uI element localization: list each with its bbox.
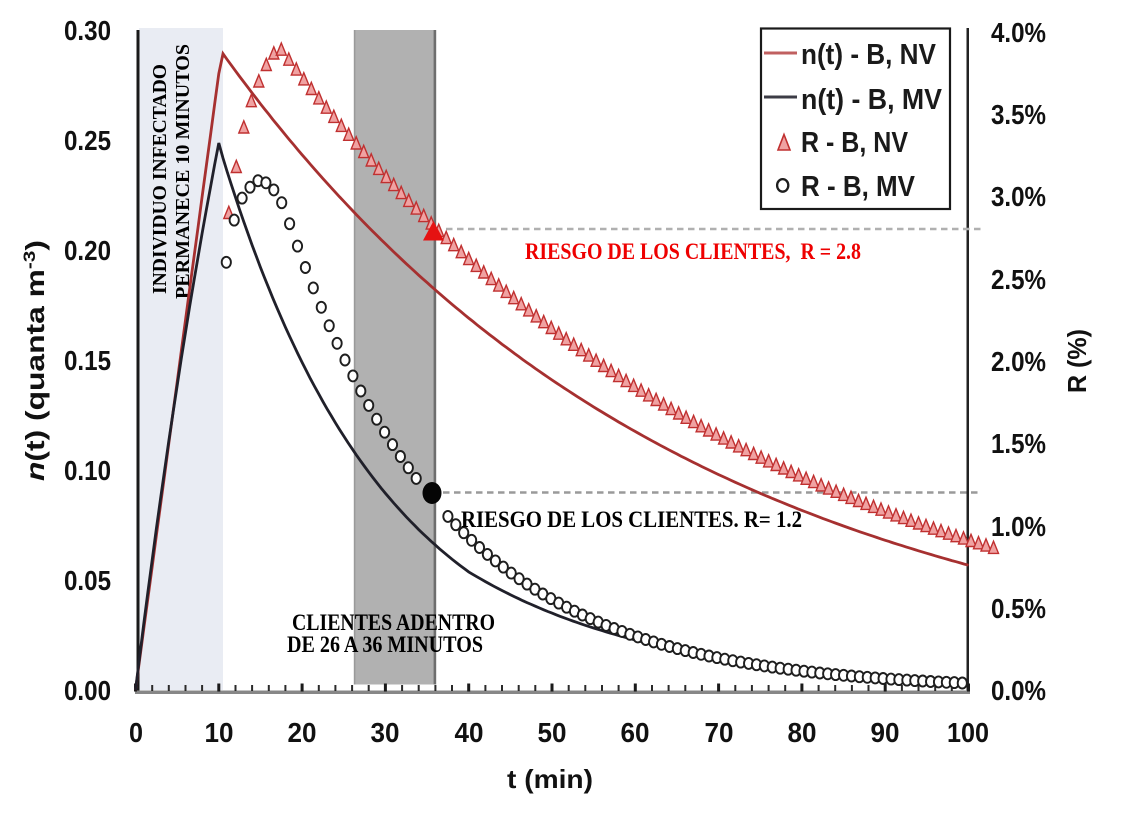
svg-text:t (min): t (min) [507,764,593,794]
svg-text:100: 100 [947,717,989,748]
svg-text:INDIVIDUO INFECTADO: INDIVIDUO INFECTADO [149,64,171,294]
svg-text:2.0%: 2.0% [991,346,1046,377]
svg-text:R (%): R (%) [1062,329,1092,393]
svg-text:1.5%: 1.5% [991,428,1046,459]
svg-text:4.0%: 4.0% [991,17,1046,48]
svg-text:n(t) (quanta m-3): n(t) (quanta m-3) [20,240,50,481]
svg-text:RIESGO DE LOS CLIENTES. R= 1.2: RIESGO DE LOS CLIENTES. R= 1.2 [461,507,802,532]
svg-text:0.5%: 0.5% [991,593,1046,624]
svg-text:1.0%: 1.0% [991,511,1046,542]
svg-text:10: 10 [205,717,234,748]
svg-text:DE 26 A 36 MINUTOS: DE 26 A 36 MINUTOS [287,632,483,657]
svg-text:n(t) - B, MV: n(t) - B, MV [801,84,943,116]
svg-text:R - B, NV: R - B, NV [801,127,909,159]
svg-text:90: 90 [871,717,900,748]
svg-text:0.20: 0.20 [64,235,111,266]
svg-text:0.00: 0.00 [64,675,111,706]
svg-text:70: 70 [705,717,734,748]
svg-text:40: 40 [455,717,484,748]
svg-text:RIESGO DE LOS CLIENTES, R = 2: RIESGO DE LOS CLIENTES, R = 2.8 [525,239,861,264]
svg-text:0: 0 [129,717,143,748]
svg-text:0.0%: 0.0% [991,675,1046,706]
svg-text:80: 80 [788,717,817,748]
svg-text:0.10: 0.10 [64,455,111,486]
svg-text:CLIENTES ADENTRO: CLIENTES ADENTRO [292,610,495,635]
svg-text:50: 50 [538,717,567,748]
svg-text:3.0%: 3.0% [991,181,1046,212]
svg-text:20: 20 [288,717,317,748]
svg-text:60: 60 [621,717,650,748]
svg-text:30: 30 [371,717,400,748]
svg-text:3.5%: 3.5% [991,99,1046,130]
svg-text:0.05: 0.05 [64,565,111,596]
svg-text:0.30: 0.30 [64,15,111,46]
svg-text:R - B, MV: R - B, MV [801,171,916,203]
svg-text:n(t) - B, NV: n(t) - B, NV [801,39,937,71]
svg-text:2.5%: 2.5% [991,264,1046,295]
svg-text:PERMANECE 10 MINUTOS: PERMANECE 10 MINUTOS [172,44,194,299]
svg-text:0.15: 0.15 [64,345,111,376]
svg-text:0.25: 0.25 [64,125,111,156]
